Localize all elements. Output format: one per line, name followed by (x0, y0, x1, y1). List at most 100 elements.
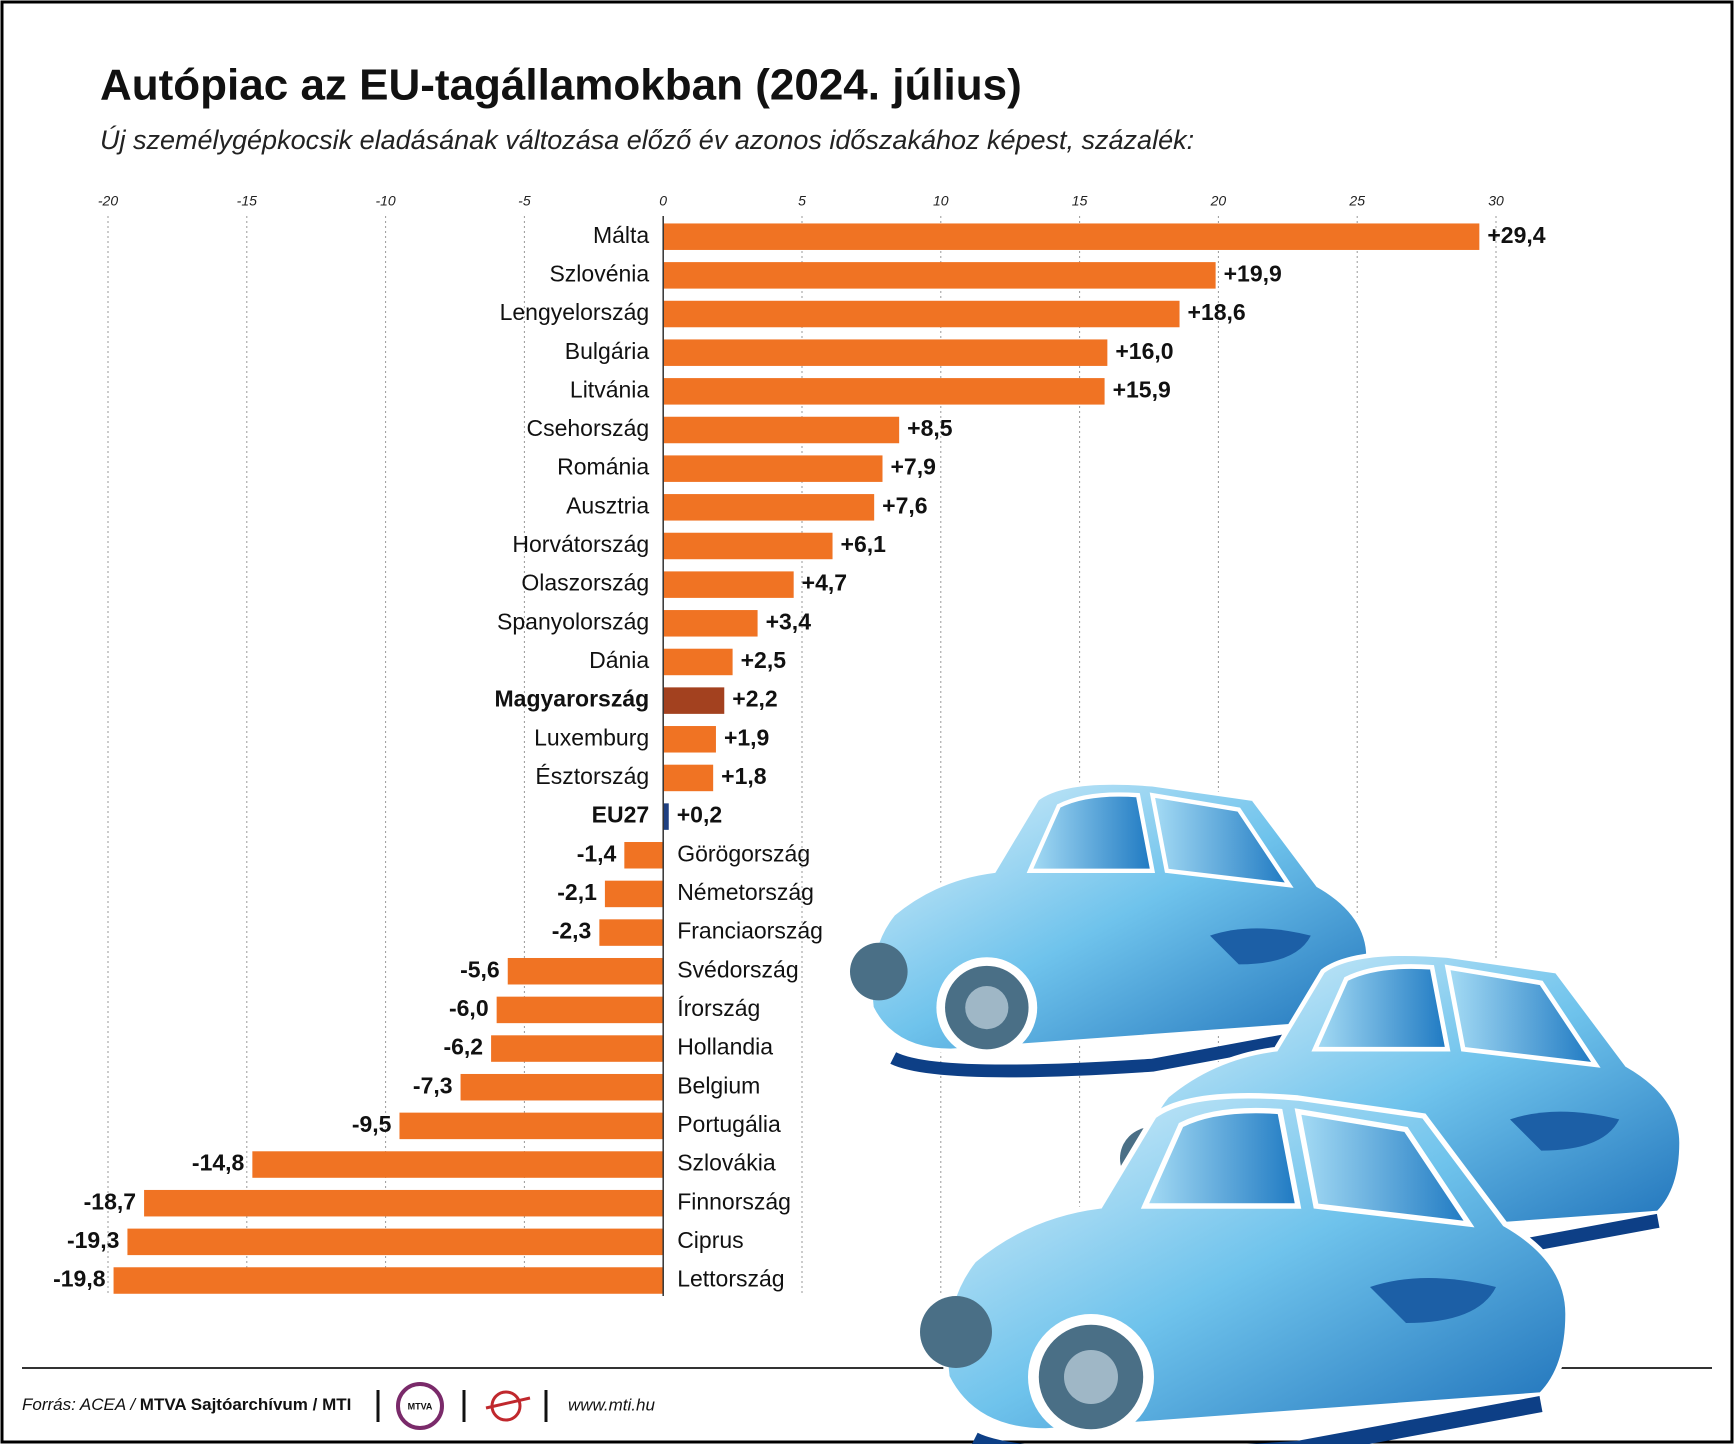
bar (663, 300, 1180, 328)
bar (663, 764, 714, 792)
website: www.mti.hu (568, 1395, 655, 1414)
bar (604, 880, 664, 908)
x-tick-label: 15 (1072, 193, 1088, 209)
category-label: Görögország (677, 840, 810, 866)
bar (663, 339, 1108, 366)
value-label: +0,2 (677, 802, 722, 828)
x-tick-label: 20 (1210, 193, 1227, 209)
x-tick-label: 0 (659, 193, 667, 209)
category-label: Lengyelország (500, 299, 650, 325)
bar (599, 919, 664, 946)
value-label: -2,3 (552, 918, 592, 944)
value-label: +7,6 (882, 492, 927, 518)
category-label: Portugália (677, 1111, 781, 1137)
x-tick-label: 10 (933, 193, 949, 209)
bar (663, 610, 758, 637)
category-label: Horvátország (512, 531, 649, 557)
category-label: Ausztria (566, 492, 649, 518)
bar (624, 842, 664, 869)
bar (663, 455, 883, 482)
value-label: +3,4 (766, 608, 812, 634)
category-label: Románia (557, 454, 649, 480)
source-text: MTVA Sajtóarchívum / MTI (140, 1395, 352, 1414)
bar (496, 996, 664, 1024)
bar (663, 571, 794, 598)
bar (491, 1035, 664, 1062)
bar (507, 957, 664, 985)
category-label: Dánia (589, 647, 649, 673)
category-label: Svédország (677, 956, 798, 982)
bar (663, 803, 669, 830)
logo-text: MTVA (408, 1401, 433, 1411)
value-label: +4,7 (802, 570, 847, 596)
category-label: Spanyolország (497, 608, 649, 634)
logo (485, 1396, 531, 1410)
bar (663, 416, 900, 444)
bar (663, 648, 733, 676)
bar (144, 1189, 664, 1217)
value-label: -1,4 (577, 840, 617, 866)
x-tick-label: -15 (237, 193, 257, 209)
bar (663, 223, 1480, 250)
value-label: -19,3 (67, 1227, 119, 1253)
category-label: Csehország (526, 415, 649, 441)
value-label: -6,2 (443, 1034, 483, 1060)
value-label: -6,0 (449, 995, 489, 1021)
bar (113, 1267, 664, 1294)
category-label: Belgium (677, 1072, 760, 1098)
source: Forrás: ACEA / MTVA Sajtóarchívum / MTI (22, 1395, 351, 1414)
x-tick-label: -20 (98, 193, 118, 209)
category-label: Szlovákia (677, 1150, 776, 1176)
value-label: +1,9 (724, 724, 769, 750)
value-label: -18,7 (84, 1188, 136, 1214)
category-label: Málta (593, 222, 649, 248)
value-label: -5,6 (460, 956, 500, 982)
bar (252, 1151, 664, 1178)
category-label: Szlovénia (549, 260, 649, 286)
bar (663, 262, 1216, 289)
value-label: -14,8 (192, 1150, 245, 1176)
bar (663, 726, 716, 753)
value-label: +18,6 (1188, 299, 1246, 325)
value-label: +2,2 (732, 686, 777, 712)
bars: Málta +29,4 Szlovénia +19,9 Lengyelország +18… (53, 216, 1546, 1296)
category-label: Németország (677, 879, 814, 905)
chart-subtitle: Új személygépkocsik eladásának változása… (100, 124, 1194, 155)
value-label: +15,9 (1113, 376, 1171, 402)
bar (127, 1228, 664, 1256)
category-label: Ciprus (677, 1227, 743, 1253)
x-tick-label: 5 (798, 193, 806, 209)
category-label: Észtország (535, 763, 649, 789)
x-tick-label: -5 (518, 193, 531, 209)
value-label: +29,4 (1487, 222, 1545, 248)
logo (396, 1382, 444, 1430)
value-label: -7,3 (413, 1072, 453, 1098)
category-label: Luxemburg (534, 724, 649, 750)
category-label: Franciaország (677, 918, 823, 944)
bar (460, 1073, 664, 1101)
value-label: +7,9 (891, 454, 936, 480)
category-label: Litvánia (570, 376, 649, 402)
category-label: Magyarország (495, 686, 650, 712)
value-label: +19,9 (1224, 260, 1282, 286)
bar (399, 1112, 664, 1140)
value-label: -19,8 (53, 1266, 106, 1292)
category-label: Hollandia (677, 1034, 773, 1060)
value-label: +8,5 (907, 415, 953, 441)
category-label: Lettország (677, 1266, 784, 1292)
value-label: +6,1 (841, 531, 887, 557)
x-tick-label: 30 (1488, 193, 1504, 209)
value-label: -9,5 (352, 1111, 392, 1137)
category-label: Bulgária (565, 338, 650, 364)
x-tick-label: -10 (375, 193, 395, 209)
bar (663, 494, 875, 521)
bar (663, 687, 725, 714)
category-label: Írország (677, 995, 760, 1021)
bar (663, 532, 833, 560)
bar (663, 378, 1105, 405)
value-label: +1,8 (721, 763, 767, 789)
category-label: Olaszország (521, 570, 649, 596)
category-label: Finnország (677, 1188, 791, 1214)
value-label: +2,5 (741, 647, 787, 673)
